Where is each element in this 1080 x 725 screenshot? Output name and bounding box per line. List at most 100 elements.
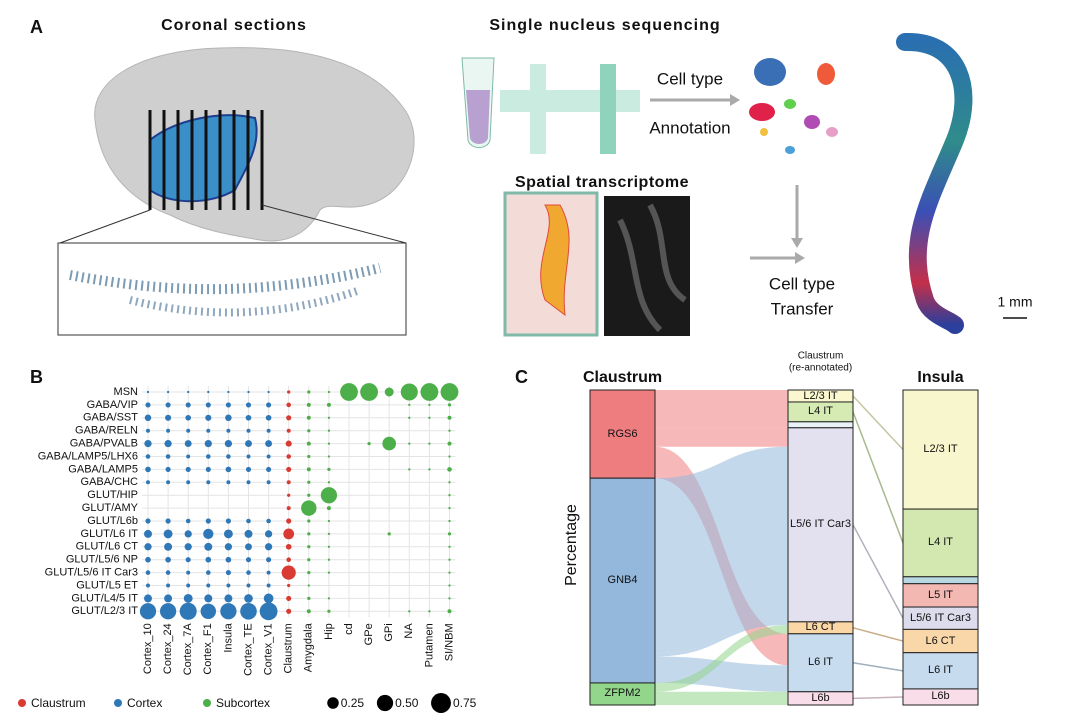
dot: [448, 455, 451, 458]
dot: [307, 596, 311, 601]
dot: [307, 429, 311, 433]
connector: [852, 524, 904, 619]
dot: [286, 454, 292, 459]
dot: [224, 594, 233, 603]
dot: [382, 436, 397, 451]
dot: [408, 442, 411, 445]
dot: [307, 570, 311, 575]
dot: [225, 556, 232, 563]
dot: [245, 402, 252, 408]
dot: [448, 584, 451, 587]
dot: [448, 545, 451, 548]
flow: [655, 401, 788, 422]
column-label: Hip: [323, 623, 335, 640]
column-label: Cortex_TE: [242, 623, 254, 676]
dot: [265, 414, 272, 421]
dot: [307, 545, 311, 549]
column-label: cd: [343, 623, 355, 635]
node-label: ZFPM2: [604, 687, 641, 700]
dot: [266, 480, 271, 485]
dot: [145, 402, 151, 408]
node: [787, 633, 854, 693]
dot: [367, 441, 371, 446]
dot: [447, 532, 452, 536]
dot: [144, 594, 152, 603]
dot: [408, 416, 411, 419]
dot: [204, 439, 212, 448]
dot: [245, 466, 252, 472]
scale-bar-label: 1 mm: [998, 294, 1033, 310]
dot: [225, 570, 231, 576]
dot: [164, 594, 173, 603]
dot: [408, 610, 411, 613]
node-label: L5/6 IT Car3: [910, 611, 971, 624]
dot: [448, 481, 451, 484]
dot: [240, 603, 257, 620]
column-title: (re-annotated): [789, 363, 852, 374]
dot: [327, 558, 331, 561]
node-label: L6 IT: [807, 656, 834, 669]
dot: [286, 402, 292, 408]
node: [787, 691, 854, 706]
dot: [327, 455, 331, 458]
dot: [447, 441, 452, 446]
dot: [207, 390, 210, 394]
dot: [205, 556, 212, 563]
dot: [307, 480, 311, 484]
dot: [286, 466, 292, 472]
dot: [204, 594, 213, 603]
dot: [263, 593, 274, 604]
column-title: Insula: [917, 369, 963, 386]
row-label: GLUT/L5/6 NP: [66, 554, 138, 566]
dot: [307, 454, 311, 459]
node: [902, 389, 979, 510]
column-label: Cortex_F1: [202, 623, 214, 674]
dot: [301, 500, 317, 516]
y-axis-label: Percentage: [563, 504, 580, 586]
dot: [440, 383, 459, 401]
dot: [327, 467, 331, 472]
column-title: Claustrum: [583, 369, 662, 386]
arrow-label: Cell type: [657, 69, 723, 88]
dot: [340, 383, 358, 401]
column-label: Cortex_7A: [182, 623, 194, 676]
dot: [144, 543, 152, 551]
dot: [266, 518, 271, 524]
dot: [327, 442, 331, 445]
dot: [206, 570, 211, 575]
panel-title: Coronal sections: [161, 17, 307, 34]
dot: [244, 594, 253, 603]
row-label: GABA/VIP: [87, 399, 138, 411]
dot: [287, 390, 291, 394]
dot: [245, 557, 252, 563]
node-label: L2/3 IT: [923, 443, 958, 456]
connector: [852, 395, 904, 451]
dot: [307, 493, 311, 497]
dot: [164, 439, 172, 448]
dot: [166, 480, 171, 485]
column-label: Claustrum: [283, 623, 295, 673]
dot: [307, 532, 311, 536]
dot: [264, 543, 273, 551]
dot: [326, 402, 331, 407]
dot: [307, 584, 310, 587]
dot: [145, 466, 151, 473]
node: [787, 427, 854, 623]
dot: [206, 428, 211, 433]
dot: [164, 542, 173, 551]
dot: [327, 571, 331, 574]
dot: [224, 439, 233, 448]
dot: [265, 440, 273, 448]
size-legend-dot: [327, 697, 339, 709]
dot: [225, 402, 231, 408]
dot: [184, 543, 192, 551]
column-label: Cortex_24: [162, 623, 174, 674]
row-label: GLUT/L4/5 IT: [71, 592, 138, 604]
dot: [447, 609, 452, 614]
column-label: GPi: [383, 623, 395, 641]
dot: [166, 428, 171, 433]
legend-label: Cortex: [127, 696, 162, 710]
dot: [165, 454, 171, 459]
dot: [327, 416, 331, 419]
